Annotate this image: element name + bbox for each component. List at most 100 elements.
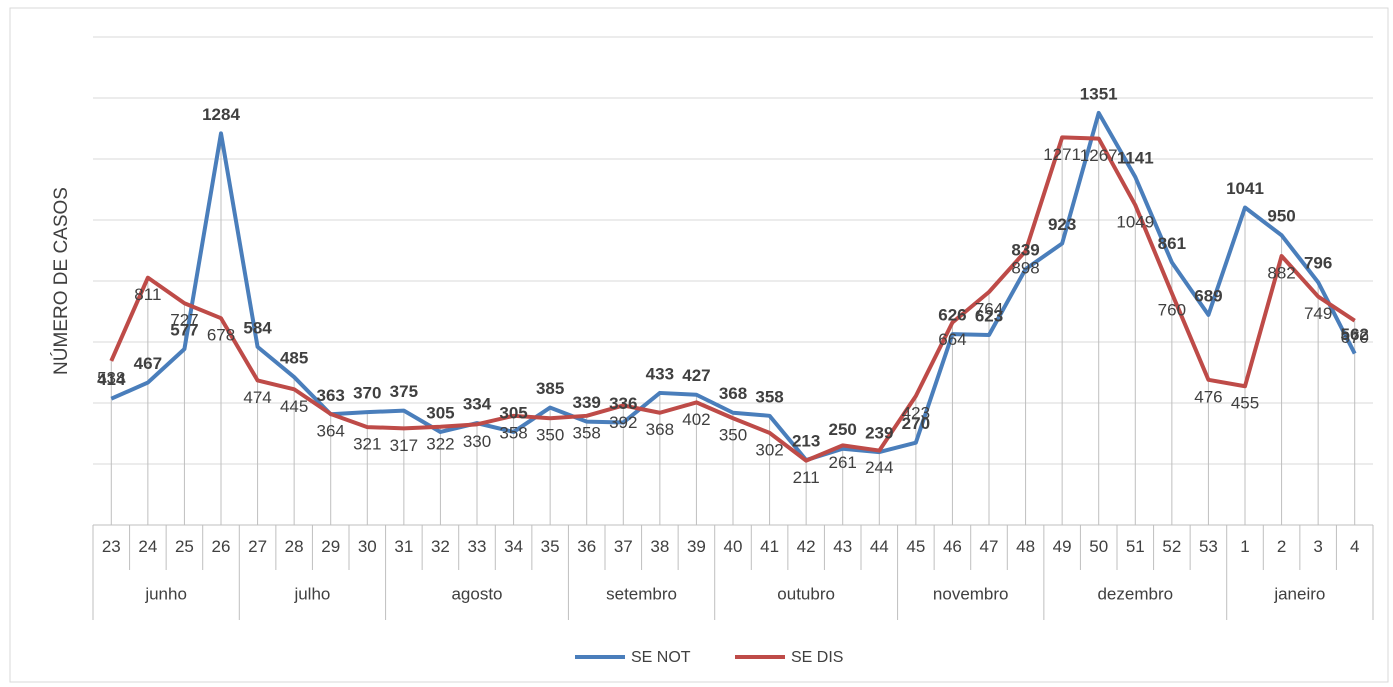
data-label: 427 xyxy=(682,366,710,385)
data-label: 898 xyxy=(1011,259,1039,278)
month-label: setembro xyxy=(606,584,677,603)
data-label: 626 xyxy=(938,306,966,325)
data-label: 317 xyxy=(390,436,418,455)
month-label: novembro xyxy=(933,584,1009,603)
x-tick-label: 43 xyxy=(833,537,852,556)
data-label: 476 xyxy=(1194,387,1222,406)
data-label: 239 xyxy=(865,424,893,443)
x-tick-label: 29 xyxy=(321,537,340,556)
data-label: 358 xyxy=(573,423,601,442)
x-tick-label: 27 xyxy=(248,537,267,556)
month-label: agosto xyxy=(451,584,502,603)
data-label: 623 xyxy=(975,306,1003,325)
x-tick-label: 53 xyxy=(1199,537,1218,556)
x-tick-label: 52 xyxy=(1162,537,1181,556)
data-label: 1141 xyxy=(1117,148,1154,167)
data-label: 950 xyxy=(1267,207,1295,226)
data-label: 1041 xyxy=(1226,179,1264,198)
data-label: 370 xyxy=(353,384,381,403)
data-label: 213 xyxy=(792,432,820,451)
legend-label: SE NOT xyxy=(631,649,691,666)
data-label: 244 xyxy=(865,458,893,477)
data-label: 455 xyxy=(1231,394,1259,413)
data-label: 764 xyxy=(975,299,1003,318)
data-label: 350 xyxy=(719,426,747,445)
x-tick-label: 33 xyxy=(468,537,487,556)
x-tick-label: 46 xyxy=(943,537,962,556)
data-label: 392 xyxy=(609,413,637,432)
x-tick-label: 41 xyxy=(760,537,779,556)
data-label: 336 xyxy=(609,394,637,413)
data-label: 760 xyxy=(1158,301,1186,320)
x-tick-label: 24 xyxy=(138,537,157,556)
x-tick-label: 34 xyxy=(504,537,523,556)
x-tick-label: 4 xyxy=(1350,537,1359,556)
x-tick-label: 50 xyxy=(1089,537,1108,556)
data-label: 330 xyxy=(463,432,491,451)
x-tick-label: 51 xyxy=(1126,537,1145,556)
data-label: 1267 xyxy=(1080,146,1118,165)
data-label: 678 xyxy=(207,326,235,345)
data-label: 358 xyxy=(499,423,527,442)
data-label: 211 xyxy=(793,468,820,487)
data-label: 562 xyxy=(1341,325,1369,344)
data-label: 811 xyxy=(134,285,161,304)
x-tick-label: 44 xyxy=(870,537,889,556)
data-label: 423 xyxy=(902,403,930,422)
data-label: 375 xyxy=(390,382,418,401)
x-tick-label: 49 xyxy=(1053,537,1072,556)
data-label: 445 xyxy=(280,397,308,416)
data-label: 1271 xyxy=(1043,145,1081,164)
x-tick-label: 37 xyxy=(614,537,633,556)
x-tick-label: 31 xyxy=(394,537,413,556)
data-label: 1351 xyxy=(1080,84,1118,103)
data-label: 334 xyxy=(463,395,492,414)
data-label: 433 xyxy=(646,364,674,383)
x-tick-label: 30 xyxy=(358,537,377,556)
x-tick-label: 38 xyxy=(650,537,669,556)
data-label: 727 xyxy=(170,311,198,330)
data-label: 414 xyxy=(97,370,126,389)
data-label: 749 xyxy=(1304,304,1332,323)
x-tick-label: 35 xyxy=(541,537,560,556)
x-tick-label: 23 xyxy=(102,537,121,556)
data-label: 467 xyxy=(134,354,162,373)
data-label: 302 xyxy=(755,440,783,459)
data-label: 584 xyxy=(243,318,272,337)
data-label: 474 xyxy=(243,388,271,407)
data-label: 839 xyxy=(1011,241,1039,260)
x-tick-label: 1 xyxy=(1240,537,1249,556)
month-label: junho xyxy=(144,584,187,603)
data-label: 882 xyxy=(1267,263,1295,282)
data-label: 364 xyxy=(317,421,345,440)
x-tick-label: 40 xyxy=(724,537,743,556)
y-axis-label: NÚMERO DE CASOS xyxy=(50,187,72,375)
data-label: 250 xyxy=(829,420,857,439)
data-label: 861 xyxy=(1158,234,1186,253)
x-tick-label: 42 xyxy=(797,537,816,556)
month-label: dezembro xyxy=(1097,584,1173,603)
data-label: 368 xyxy=(719,384,747,403)
data-label: 305 xyxy=(426,403,454,422)
data-label: 350 xyxy=(536,426,564,445)
data-label: 402 xyxy=(682,410,710,429)
legend-label: SE DIS xyxy=(791,649,843,666)
series-line xyxy=(110,110,1357,463)
x-tick-label: 25 xyxy=(175,537,194,556)
month-label: janeiro xyxy=(1273,584,1325,603)
x-tick-label: 3 xyxy=(1313,537,1322,556)
data-label: 485 xyxy=(280,349,308,368)
x-tick-label: 47 xyxy=(980,537,999,556)
data-label: 322 xyxy=(426,434,454,453)
chart-border xyxy=(9,7,1389,683)
data-label: 538 xyxy=(97,368,125,387)
data-label: 270 xyxy=(902,414,930,433)
data-label: 339 xyxy=(573,393,601,412)
data-label: 1049 xyxy=(1116,213,1154,232)
data-label: 689 xyxy=(1194,286,1222,305)
x-tick-label: 36 xyxy=(577,537,596,556)
data-label: 363 xyxy=(317,386,345,405)
month-label: outubro xyxy=(777,584,835,603)
month-label: julho xyxy=(293,584,330,603)
data-label: 923 xyxy=(1048,215,1076,234)
